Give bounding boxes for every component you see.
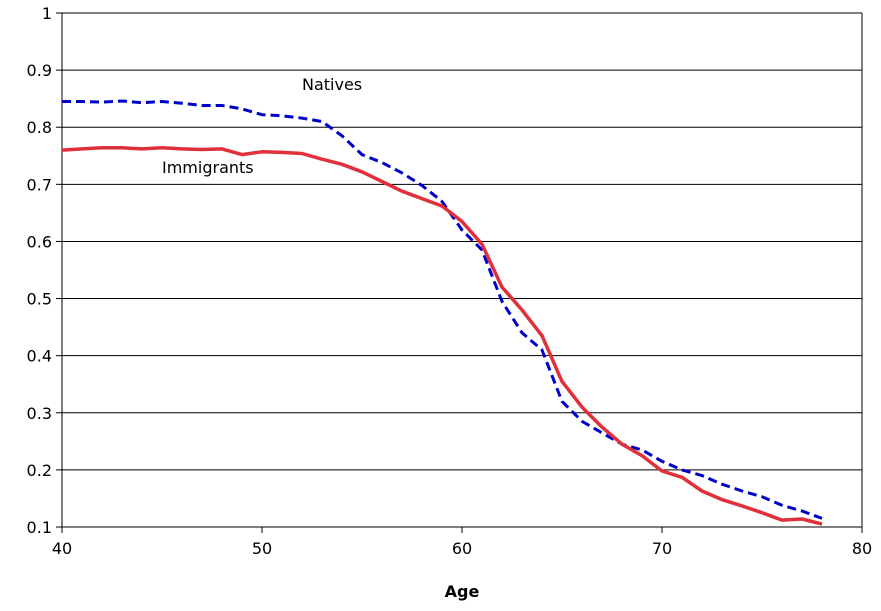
y-tick-label-7: 0.8 bbox=[27, 118, 52, 137]
labels: Natives Immigrants bbox=[162, 75, 362, 177]
axes: 0.1 0.2 0.3 0.4 0.5 0.6 0.7 0.8 0.9 1 40 50 60 70 80 bbox=[27, 4, 873, 558]
series-lines bbox=[61, 99, 823, 526]
series-label-natives: Natives bbox=[302, 75, 362, 94]
x-axis-title: Age bbox=[445, 582, 480, 601]
y-tick-label-8: 0.9 bbox=[27, 61, 52, 80]
grid-lines bbox=[62, 12, 862, 471]
series-label-immigrants: Immigrants bbox=[162, 158, 254, 177]
x-tick-label-3: 70 bbox=[652, 539, 672, 558]
y-tick-label-9: 1 bbox=[42, 4, 52, 23]
x-tick-label-0: 40 bbox=[52, 539, 72, 558]
y-tick-label-2: 0.3 bbox=[27, 404, 52, 423]
x-tick-label-1: 50 bbox=[252, 539, 272, 558]
series-line-natives bbox=[62, 99, 823, 520]
y-tick-label-6: 0.7 bbox=[27, 175, 52, 194]
y-tick-label-0: 0.1 bbox=[27, 518, 52, 537]
y-tick-label-4: 0.5 bbox=[27, 290, 52, 309]
y-tick-label-1: 0.2 bbox=[27, 461, 52, 480]
series-line-immigrants bbox=[61, 146, 823, 526]
x-tick-label-2: 60 bbox=[452, 539, 472, 558]
x-tick-label-4: 80 bbox=[852, 539, 872, 558]
y-tick-label-5: 0.6 bbox=[27, 232, 52, 251]
y-tick-label-3: 0.4 bbox=[27, 347, 52, 366]
